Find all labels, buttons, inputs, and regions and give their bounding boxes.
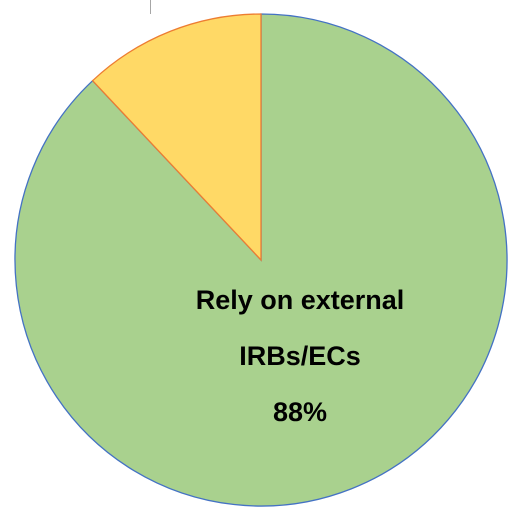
slice-label: Rely on external IRBs/ECs 88% [150,272,450,440]
slice-category: Rely on external IRBs/ECs [195,285,405,371]
slice-value: 88% [272,397,328,427]
pie-slice [91,13,262,262]
